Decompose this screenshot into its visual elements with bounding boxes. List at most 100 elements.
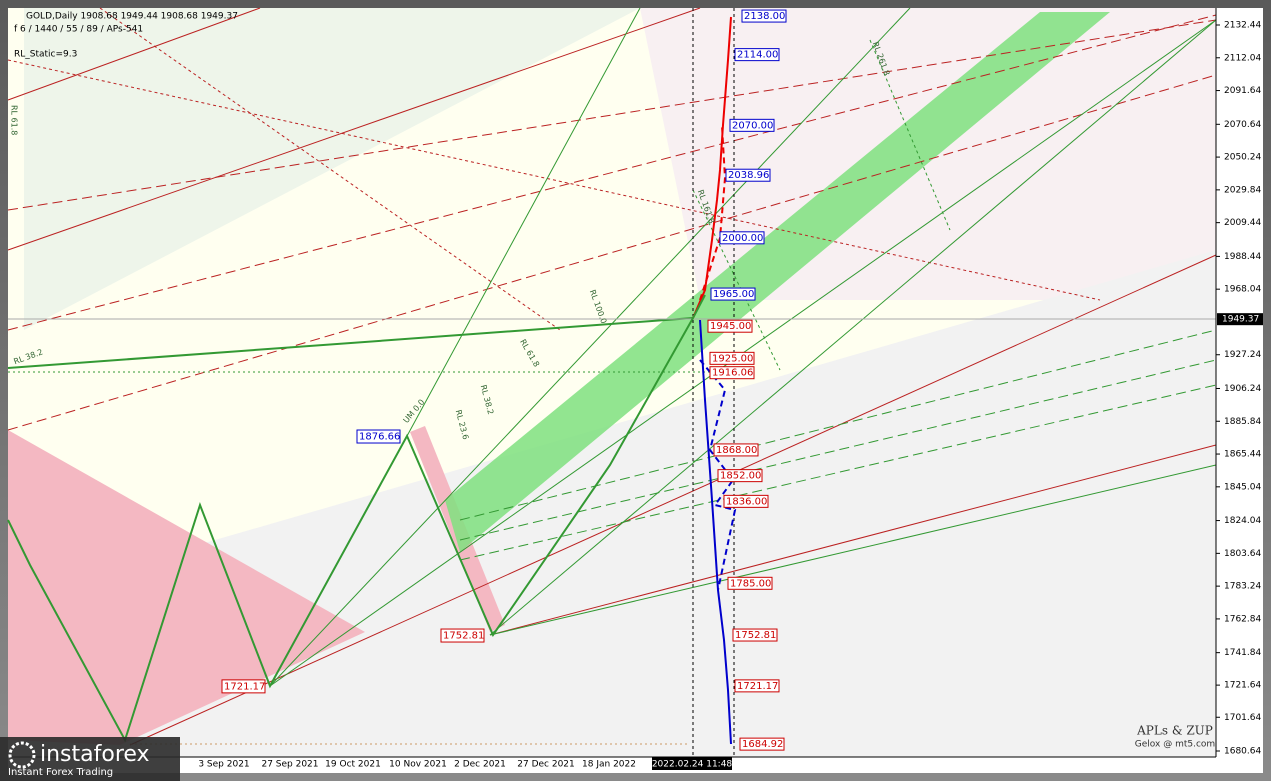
y-tick-label: 1885.84	[1224, 417, 1261, 427]
y-tick-label: 1865.44	[1224, 450, 1261, 460]
x-tick-label: 10 Nov 2021	[389, 760, 447, 770]
trend-line	[7, 19, 1217, 211]
level-box	[727, 576, 773, 590]
trend-line	[7, 59, 1101, 301]
pivot-label: 1721.17	[224, 681, 265, 692]
y-tick-label: 1824.04	[1224, 516, 1261, 526]
level-label: 1868.00	[716, 445, 757, 456]
level-label: 1925.00	[712, 353, 753, 364]
logo-icon	[8, 741, 36, 769]
current-price-label: 1949.37	[1222, 315, 1259, 325]
plot	[7, 7, 1217, 757]
logo-box	[0, 737, 180, 781]
x-tick-label: 2 Dec 2021	[454, 760, 506, 770]
level-label: 1852.00	[720, 471, 761, 482]
projection-up	[692, 16, 732, 319]
trend-line	[7, 14, 1217, 331]
watermark-title: APLs & ZUP	[1136, 724, 1213, 738]
level-box	[707, 319, 753, 333]
current-price-box	[1217, 313, 1263, 326]
y-tick-label: 1721.64	[1224, 681, 1261, 691]
level-box	[709, 366, 755, 380]
trend-line	[459, 384, 1217, 561]
trend-line	[129, 254, 1217, 746]
level-label: 2000.00	[722, 233, 763, 244]
pivot-box	[356, 429, 401, 444]
y-tick-label: 1845.04	[1224, 482, 1261, 492]
level-label: 2138.00	[744, 11, 785, 22]
x-tick-label: 27 Dec 2021	[517, 760, 575, 770]
cursor-time-label: 2022.02.24 11:48	[652, 760, 733, 770]
zigzag	[7, 294, 706, 743]
cursor-time-box	[652, 757, 732, 770]
level-box	[732, 628, 778, 642]
y-tick-label: 1701.64	[1224, 713, 1261, 723]
watermark-credit: Gelox @ mt5.com	[1135, 740, 1215, 750]
level-box	[713, 443, 759, 457]
level-label: 2114.00	[737, 50, 778, 61]
level-label: 2038.96	[728, 170, 769, 181]
trend-line	[7, 7, 261, 101]
y-tick-label: 2070.64	[1224, 120, 1261, 130]
pivot-box	[221, 679, 266, 694]
x-tick-label: 18 Jan 2022	[582, 760, 636, 770]
level-label: 1785.00	[730, 578, 771, 589]
y-tick-label: 2050.24	[1224, 153, 1261, 163]
y-tick-label: 1680.64	[1224, 747, 1261, 757]
level-label: 1684.92	[742, 739, 783, 750]
x-tick-label: 19 Oct 2021	[325, 760, 381, 770]
level-label: 2070.00	[732, 120, 773, 131]
level-box	[739, 737, 785, 751]
pivot-label: 1752.81	[443, 631, 484, 642]
pivot-label: 1876.66	[359, 432, 400, 443]
trend-line	[489, 444, 1217, 636]
price-axis	[1216, 8, 1263, 773]
level-label: 1836.00	[726, 496, 767, 507]
y-tick-label: 1741.84	[1224, 648, 1261, 658]
level-box	[729, 118, 775, 132]
level-label: 1721.17	[737, 681, 778, 692]
level-box	[741, 9, 787, 23]
trend-line	[459, 329, 1217, 521]
indicator-static: RL_Static=9.3	[14, 50, 77, 60]
level-box	[734, 679, 780, 693]
y-tick-label: 1762.84	[1224, 614, 1261, 624]
level-label: 1916.06	[712, 368, 753, 379]
indicator-settings: f 6 / 1440 / 55 / 89 / APs-541	[14, 25, 143, 35]
green-channel	[445, 12, 1110, 552]
level-box	[709, 351, 755, 365]
symbol-line: GOLD,Daily 1908.68 1949.44 1908.68 1949.…	[26, 12, 238, 22]
fib-label: RL 61.8	[10, 105, 19, 135]
level-box	[717, 469, 763, 483]
y-tick-label: 1988.44	[1224, 252, 1261, 262]
y-tick-label: 1906.24	[1224, 384, 1261, 394]
level-label: 1945.00	[710, 321, 751, 332]
pink-zone	[8, 430, 365, 745]
logo-tagline: Instant Forex Trading	[8, 767, 113, 778]
trend-line	[459, 359, 1217, 541]
trend-line	[489, 19, 1217, 636]
zone	[24, 8, 640, 330]
level-box	[734, 48, 780, 62]
trend-line	[489, 464, 1217, 636]
y-tick-label: 1783.24	[1224, 582, 1261, 592]
y-tick-label: 1927.24	[1224, 350, 1261, 360]
trend-line	[7, 7, 701, 251]
y-tick-label: 2132.44	[1224, 21, 1261, 31]
pivot-box	[440, 628, 485, 643]
projection-down-alt	[699, 359, 737, 591]
y-tick-label: 2009.44	[1224, 218, 1261, 228]
level-box	[723, 494, 769, 508]
level-box	[719, 231, 765, 245]
y-tick-label: 1968.04	[1224, 285, 1261, 295]
logo-name: instaforex	[40, 742, 150, 767]
level-label: 1965.00	[713, 289, 754, 300]
x-tick-label: 27 Sep 2021	[261, 760, 318, 770]
projection-up-alt	[699, 125, 727, 301]
level-label: 1752.81	[735, 630, 776, 641]
x-tick-label: 3 Sep 2021	[198, 760, 249, 770]
trend-line	[869, 39, 951, 231]
trend-line	[406, 7, 641, 437]
